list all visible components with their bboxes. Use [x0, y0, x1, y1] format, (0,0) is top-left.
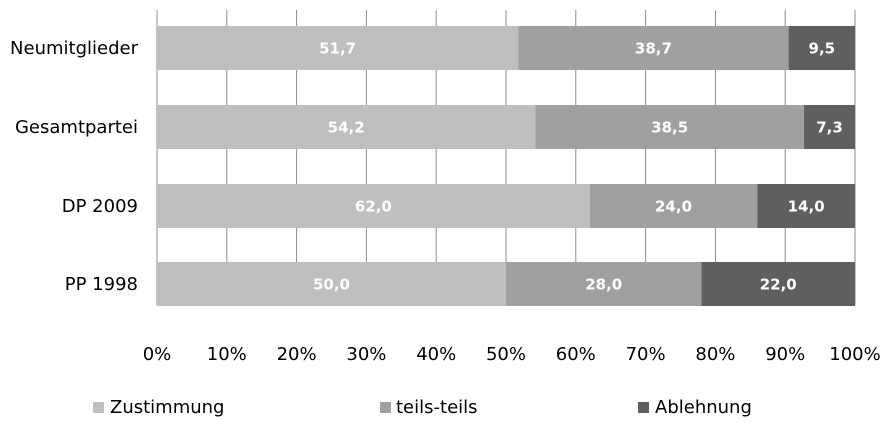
bar-segment [157, 262, 506, 306]
bar-segment [518, 26, 789, 70]
data-label: 38,5 [651, 119, 688, 137]
bar-segment [757, 184, 855, 228]
bar-segment [157, 26, 519, 70]
bar-segment [535, 105, 805, 149]
data-label: 24,0 [655, 198, 692, 216]
data-label: 28,0 [585, 276, 622, 294]
legend-swatch [638, 402, 649, 413]
bar-segment [506, 262, 702, 306]
bar-segment [804, 105, 855, 149]
legend-label: teils-teils [396, 397, 478, 418]
value-labels: 51,7 38,7 9,5 54,2 38,5 7,3 62,0 24,0 14,0 50,0 28… [313, 40, 843, 294]
data-label: 7,3 [816, 119, 843, 137]
data-label: 51,7 [319, 40, 356, 58]
x-tick-label: 30% [346, 344, 386, 365]
bar-segment [589, 184, 758, 228]
x-tick-label: 100% [829, 344, 880, 365]
x-tick-label: 80% [695, 344, 735, 365]
category-labels: Neumitglieder Gesamtpartei DP 2009 PP 1998 [10, 38, 139, 295]
data-label: 38,7 [635, 40, 672, 58]
bar-segment [701, 262, 855, 306]
bar-segment [157, 184, 590, 228]
data-label: 14,0 [788, 198, 825, 216]
x-tick-label: 20% [277, 344, 317, 365]
category-label: Neumitglieder [10, 38, 139, 59]
legend-label: Zustimmung [110, 397, 225, 418]
x-tick-labels: 0% 10% 20% 30% 40% 50% 60% 70% 80% 90% 100% [143, 344, 881, 365]
bars [157, 26, 855, 306]
legend-label: Ablehnung [655, 397, 752, 418]
legend-swatch [93, 402, 104, 413]
data-label: 54,2 [328, 119, 365, 137]
category-label: DP 2009 [62, 196, 138, 217]
data-label: 9,5 [809, 40, 836, 58]
x-tick-label: 0% [143, 344, 172, 365]
x-tick-label: 60% [556, 344, 596, 365]
category-label: PP 1998 [65, 274, 138, 295]
category-label: Gesamtpartei [15, 117, 138, 138]
bar-segment [788, 26, 855, 70]
x-tick-label: 10% [207, 344, 247, 365]
x-tick-label: 50% [486, 344, 526, 365]
x-tick-label: 90% [765, 344, 805, 365]
legend: Zustimmung teils-teils Ablehnung [93, 397, 752, 418]
data-label: 50,0 [313, 276, 350, 294]
data-label: 22,0 [760, 276, 797, 294]
legend-swatch [380, 402, 391, 413]
x-tick-label: 70% [626, 344, 666, 365]
x-tick-label: 40% [416, 344, 456, 365]
data-label: 62,0 [355, 198, 392, 216]
bar-segment [157, 105, 536, 149]
